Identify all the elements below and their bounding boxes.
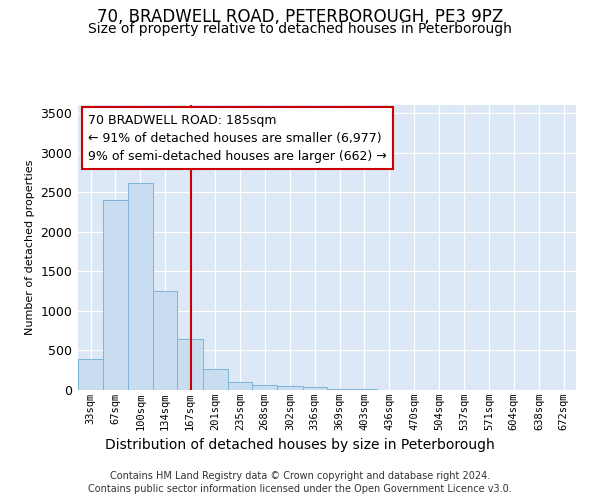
Bar [327,389,352,390]
Text: Contains HM Land Registry data © Crown copyright and database right 2024.: Contains HM Land Registry data © Crown c… [110,471,490,481]
Bar [178,340,203,390]
Bar [128,184,153,390]
Bar [78,359,103,390]
Text: Size of property relative to detached houses in Peterborough: Size of property relative to detached ho… [88,22,512,36]
Bar [153,291,178,390]
Bar [227,382,252,390]
Bar [203,370,227,390]
Y-axis label: Number of detached properties: Number of detached properties [25,160,35,335]
Bar [103,200,128,390]
Bar [277,386,302,390]
Text: 70, BRADWELL ROAD, PETERBOROUGH, PE3 9PZ: 70, BRADWELL ROAD, PETERBOROUGH, PE3 9PZ [97,8,503,26]
Text: 70 BRADWELL ROAD: 185sqm
← 91% of detached houses are smaller (6,977)
9% of semi: 70 BRADWELL ROAD: 185sqm ← 91% of detach… [88,114,387,162]
Bar [302,386,327,390]
Bar [252,385,277,390]
Text: Contains public sector information licensed under the Open Government Licence v3: Contains public sector information licen… [88,484,512,494]
Text: Distribution of detached houses by size in Peterborough: Distribution of detached houses by size … [105,438,495,452]
